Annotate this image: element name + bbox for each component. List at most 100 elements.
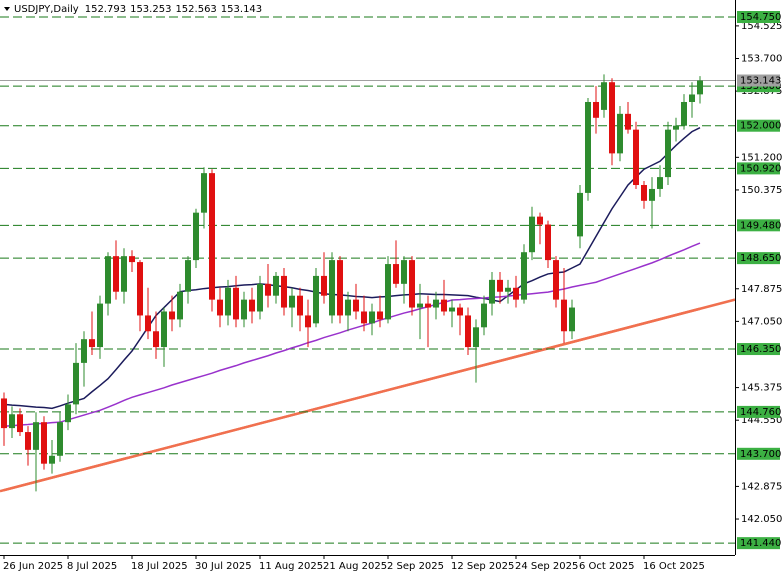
candle-body [657, 177, 663, 189]
candle-body [329, 260, 335, 316]
y-tick-label: 150.375 [741, 185, 782, 196]
candle-body [361, 311, 367, 324]
candle-body [265, 283, 271, 296]
x-tick-label: 30 Jul 2025 [195, 561, 252, 572]
candle-body [233, 287, 239, 320]
candle-body [81, 339, 87, 363]
moving-average [3, 242, 701, 427]
candle-body [321, 275, 327, 296]
level-label-box [737, 162, 780, 175]
candle-body [273, 275, 279, 296]
candle-body [121, 256, 127, 292]
candle-body [185, 260, 191, 292]
candle-body [145, 315, 151, 332]
candle-body [697, 80, 703, 95]
candle-body [105, 256, 111, 304]
candle-body [521, 252, 527, 300]
candle-body [561, 299, 567, 332]
candle-body [129, 256, 135, 263]
candle-body [569, 307, 575, 332]
trendline [3, 307, 701, 492]
x-tick-label: 11 Aug 2025 [259, 561, 323, 572]
candle-body [369, 311, 375, 324]
candle-body [465, 315, 471, 348]
candle-body [425, 303, 431, 308]
y-tick-label: 144.550 [741, 415, 782, 426]
candle-body [65, 404, 71, 423]
candle-body [17, 414, 23, 433]
candle-body [433, 299, 439, 308]
candle-body [489, 279, 495, 304]
x-tick-label: 6 Oct 2025 [579, 561, 634, 572]
candle-body [593, 101, 599, 118]
level-label-box [737, 252, 780, 265]
level-label-box [737, 119, 780, 132]
low-price: 152.563 [175, 4, 216, 15]
price-label: 153.143 [740, 76, 781, 87]
x-tick-label: 16 Oct 2025 [643, 561, 705, 572]
candle-body [305, 315, 311, 328]
symbol: USDJPY,Daily [14, 4, 79, 15]
candle-body [545, 224, 551, 261]
level-label: 141.440 [740, 538, 781, 549]
candle-body [217, 299, 223, 316]
candle-body [681, 101, 687, 126]
x-tick-label: 26 Jun 2025 [3, 561, 63, 572]
candle-body [257, 283, 263, 312]
candle-body [153, 331, 159, 348]
chart-header: USDJPY,Daily 152.793 153.253 152.563 153.143 [4, 4, 262, 15]
level-label: 148.650 [740, 253, 781, 264]
candle-body [665, 129, 671, 178]
level-label-box [737, 447, 780, 460]
candle-body [225, 287, 231, 316]
x-tick-label: 18 Jul 2025 [131, 561, 188, 572]
level-label: 152.000 [740, 121, 781, 132]
moving-average [3, 127, 701, 410]
candle-body [529, 216, 535, 253]
level-label-box [737, 405, 780, 418]
candle-body [1, 398, 7, 429]
candle-body [113, 256, 119, 292]
y-tick-label: 142.875 [741, 481, 782, 492]
candle-body [497, 279, 503, 292]
candle-body [249, 299, 255, 312]
x-tick-label: 21 Aug 2025 [323, 561, 387, 572]
level-label-box [737, 219, 780, 232]
plot-area [0, 16, 736, 544]
candle-body [241, 299, 247, 320]
candle-body [169, 311, 175, 320]
candle-body [505, 287, 511, 292]
candle-body [481, 303, 487, 328]
y-tick-label: 142.050 [741, 514, 782, 525]
level-label: 154.750 [740, 12, 781, 23]
y-tick-label: 153.700 [741, 54, 782, 65]
price-label-box [737, 74, 780, 87]
candle-body [49, 455, 55, 464]
level-label: 150.920 [740, 163, 781, 174]
candle-body [625, 113, 631, 130]
candle-body [41, 422, 47, 464]
candle-body [313, 275, 319, 324]
level-label: 143.700 [740, 449, 781, 460]
high-price: 153.253 [130, 4, 171, 15]
x-tick-label: 24 Sep 2025 [515, 561, 578, 572]
candle-body [97, 303, 103, 348]
candle-body [417, 303, 423, 308]
level-label-box [737, 10, 780, 23]
axes: 154.525153.700152.875151.200150.375147.8… [3, 10, 782, 572]
candle-body [401, 260, 407, 284]
open-price: 152.793 [85, 4, 126, 15]
header-arrow [4, 7, 10, 11]
candle-body [73, 362, 79, 405]
candle-body [201, 173, 207, 213]
candle-body [289, 295, 295, 308]
candle-body [25, 432, 31, 450]
candle-body [193, 212, 199, 261]
level-label: 153.000 [740, 81, 781, 92]
candle-body [577, 192, 583, 237]
level-label: 146.350 [740, 344, 781, 355]
candle-body [617, 113, 623, 154]
